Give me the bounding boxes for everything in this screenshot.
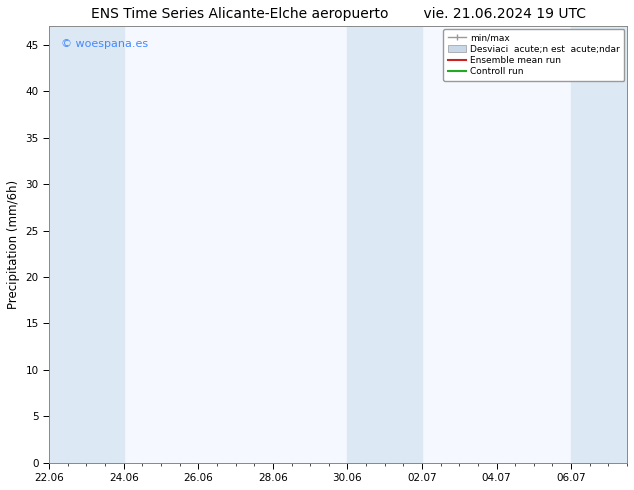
Bar <box>571 26 627 463</box>
Legend: min/max, Desviaci  acute;n est  acute;ndar, Ensemble mean run, Controll run: min/max, Desviaci acute;n est acute;ndar… <box>443 29 624 81</box>
Bar <box>49 26 124 463</box>
Bar <box>347 26 422 463</box>
Y-axis label: Precipitation (mm/6h): Precipitation (mm/6h) <box>7 180 20 309</box>
Text: © woespana.es: © woespana.es <box>61 39 148 49</box>
Title: ENS Time Series Alicante-Elche aeropuerto        vie. 21.06.2024 19 UTC: ENS Time Series Alicante-Elche aeropuert… <box>91 7 586 21</box>
